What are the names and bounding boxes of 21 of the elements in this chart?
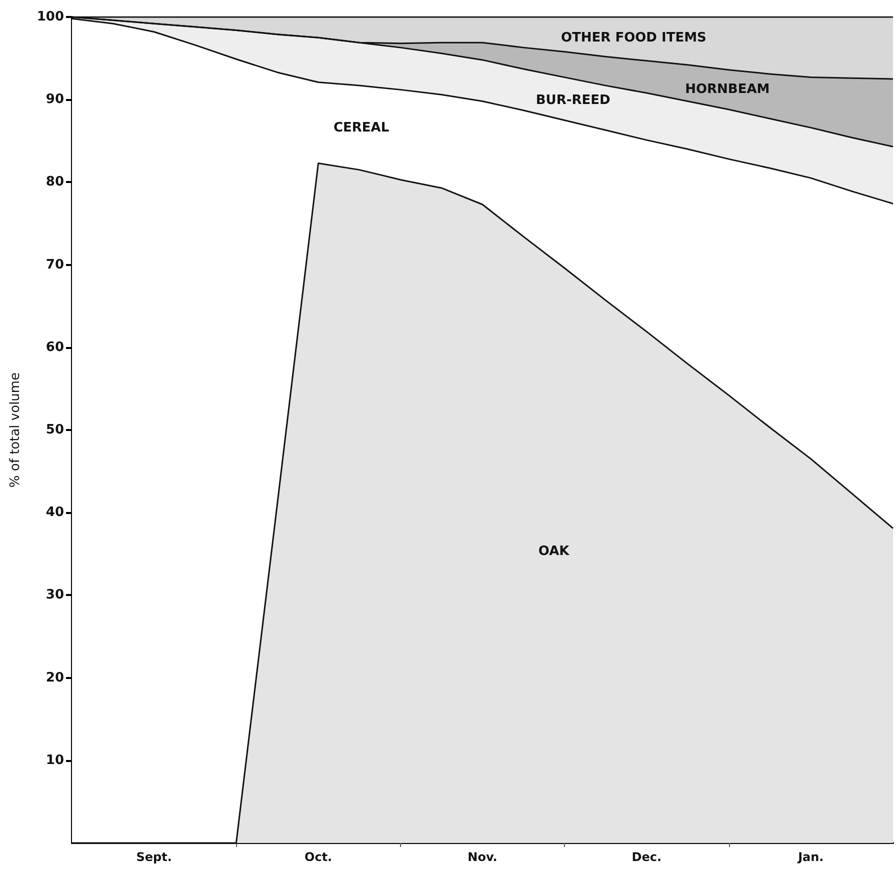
y-tick-label: 40 <box>46 505 64 520</box>
series-label: HORNBEAM <box>685 82 770 97</box>
x-tick-label: Oct. <box>304 850 332 864</box>
y-tick-label: 70 <box>46 257 64 272</box>
y-tick-label: 60 <box>46 340 64 355</box>
y-tick-label: 80 <box>46 174 64 190</box>
x-tick-label: Dec. <box>632 850 662 864</box>
y-tick-label: 10 <box>46 752 64 768</box>
y-tick-label: 50 <box>46 422 64 438</box>
x-tick-label: Jan. <box>797 850 824 864</box>
series-label: OAK <box>538 544 570 559</box>
y-tick-label: 100 <box>36 10 64 24</box>
y-tick-label: 30 <box>46 588 64 603</box>
y-axis-title: % of total volume <box>8 372 23 488</box>
series-label: OTHER FOOD ITEMS <box>560 30 706 46</box>
y-tick-label: 20 <box>46 670 64 686</box>
series-label: BUR-REED <box>536 93 611 108</box>
x-tick-label: Nov. <box>468 850 498 864</box>
series-label: CEREAL <box>333 120 390 136</box>
y-tick-label: 90 <box>46 92 64 108</box>
x-tick-label: Sept. <box>136 850 172 864</box>
